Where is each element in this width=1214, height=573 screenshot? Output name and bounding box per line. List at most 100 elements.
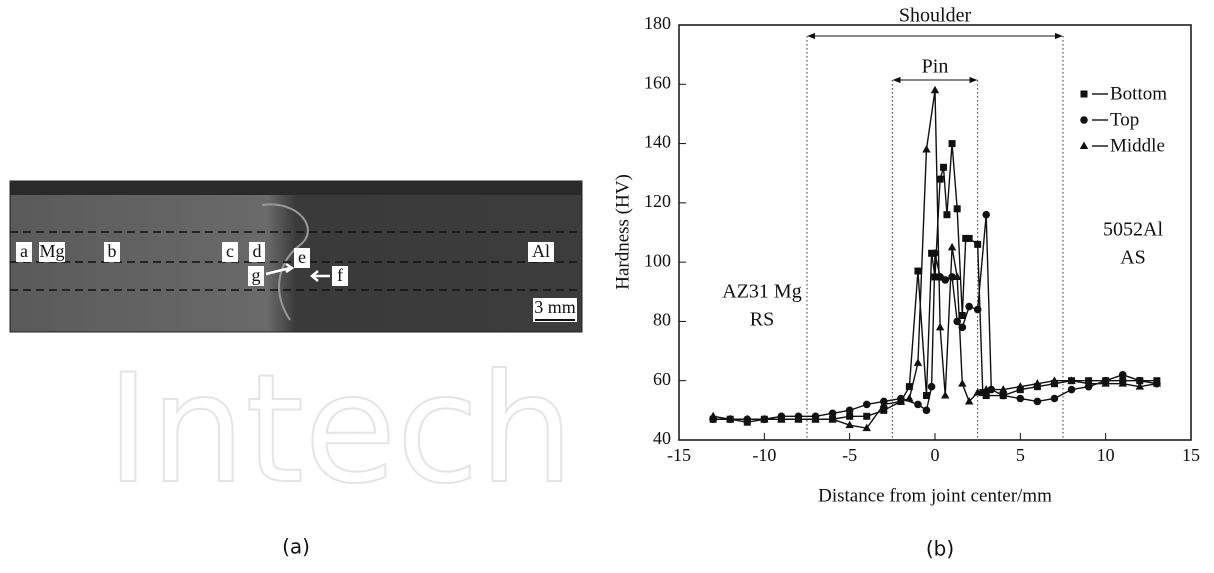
marker xyxy=(973,388,982,396)
micrograph-label: a xyxy=(20,241,28,261)
x-tick-label: -5 xyxy=(842,445,857,465)
marker xyxy=(1050,376,1059,384)
marker xyxy=(845,420,854,429)
marker xyxy=(982,210,990,219)
series-line xyxy=(713,90,1157,429)
marker xyxy=(828,409,837,418)
marker xyxy=(943,211,951,219)
region-label: Pin xyxy=(922,56,949,78)
marker xyxy=(1135,382,1144,390)
micrograph-label: d xyxy=(253,241,262,261)
marker xyxy=(1067,385,1076,394)
marker xyxy=(845,406,854,415)
marker xyxy=(982,385,991,393)
marker xyxy=(930,85,940,94)
marker xyxy=(922,392,930,400)
marker xyxy=(931,249,939,258)
marker xyxy=(1118,379,1127,387)
marker xyxy=(922,145,931,153)
marker xyxy=(914,267,922,275)
marker xyxy=(1136,376,1144,385)
label-box xyxy=(104,242,120,262)
label-box xyxy=(528,242,554,262)
marker xyxy=(905,394,914,402)
marker xyxy=(982,392,990,400)
region-label: Shoulder xyxy=(899,5,972,27)
label-box xyxy=(222,242,238,262)
y-tick-label: 160 xyxy=(644,72,671,92)
marker xyxy=(1118,370,1127,379)
marker xyxy=(726,414,735,423)
marker xyxy=(952,272,962,280)
micrograph-labels: a Mg b c d e f g Al 3 mm xyxy=(16,241,577,322)
marker xyxy=(777,414,786,423)
marker xyxy=(958,379,967,387)
x-tick-label: 10 xyxy=(1097,445,1115,465)
marker xyxy=(743,414,752,423)
y-tick-label: 100 xyxy=(644,250,671,270)
micrograph-label: g xyxy=(252,265,261,285)
marker xyxy=(1050,394,1059,403)
annotation: AS xyxy=(1120,247,1146,269)
x-tick-label: -10 xyxy=(752,445,776,465)
marker xyxy=(846,412,854,420)
y-tick-label: 120 xyxy=(644,191,671,211)
marker xyxy=(958,312,966,319)
marker xyxy=(896,396,906,405)
micrograph-label: b xyxy=(108,241,117,261)
x-tick-label: 15 xyxy=(1182,445,1200,465)
micrograph-label: Mg xyxy=(39,241,64,261)
marker xyxy=(1084,379,1093,387)
legend-label: Middle xyxy=(1110,135,1165,156)
marker xyxy=(940,163,948,171)
annotation: RS xyxy=(750,309,774,331)
x-tick-label: -15 xyxy=(667,445,691,465)
marker xyxy=(1016,394,1025,403)
label-box xyxy=(332,266,348,286)
marker xyxy=(913,358,923,366)
micrograph-label: e xyxy=(298,247,306,267)
y-axis-label: Hardness (HV) xyxy=(612,174,633,290)
marker xyxy=(953,205,961,213)
marker xyxy=(879,399,888,408)
marker xyxy=(965,302,973,311)
micrograph-edge xyxy=(10,181,582,195)
micrograph-label: c xyxy=(226,241,234,261)
marker xyxy=(708,411,718,420)
marker xyxy=(914,400,922,409)
marker xyxy=(974,240,982,248)
annotation: 5052Al xyxy=(1103,219,1163,241)
legend-marker xyxy=(1079,141,1089,149)
x-tick-label: 5 xyxy=(1016,445,1025,465)
legend-marker xyxy=(1080,116,1088,124)
marker xyxy=(965,234,973,242)
marker xyxy=(941,391,950,399)
label-box xyxy=(249,242,265,262)
label-box xyxy=(294,248,310,268)
label-box xyxy=(248,266,264,286)
label-box xyxy=(533,298,577,322)
marker xyxy=(958,323,967,332)
marker xyxy=(935,322,945,331)
marker xyxy=(1033,379,1042,387)
micrograph-label: Al xyxy=(532,241,550,261)
marker xyxy=(941,276,950,284)
y-tick-label: 140 xyxy=(644,132,671,152)
marker xyxy=(922,406,931,415)
marker xyxy=(863,412,871,420)
marker xyxy=(964,396,974,405)
marker xyxy=(1101,379,1110,387)
marker xyxy=(927,382,936,391)
marker xyxy=(947,242,957,251)
watermark: Intech xyxy=(106,343,574,517)
marker xyxy=(973,305,982,314)
weld-boundary xyxy=(261,203,309,321)
caption: (a) xyxy=(282,535,310,559)
marker xyxy=(999,385,1008,393)
marker xyxy=(1033,397,1042,406)
micrograph-label: f xyxy=(337,265,343,285)
marker xyxy=(862,423,871,432)
arrow xyxy=(310,270,330,282)
y-tick-label: 180 xyxy=(644,13,671,33)
